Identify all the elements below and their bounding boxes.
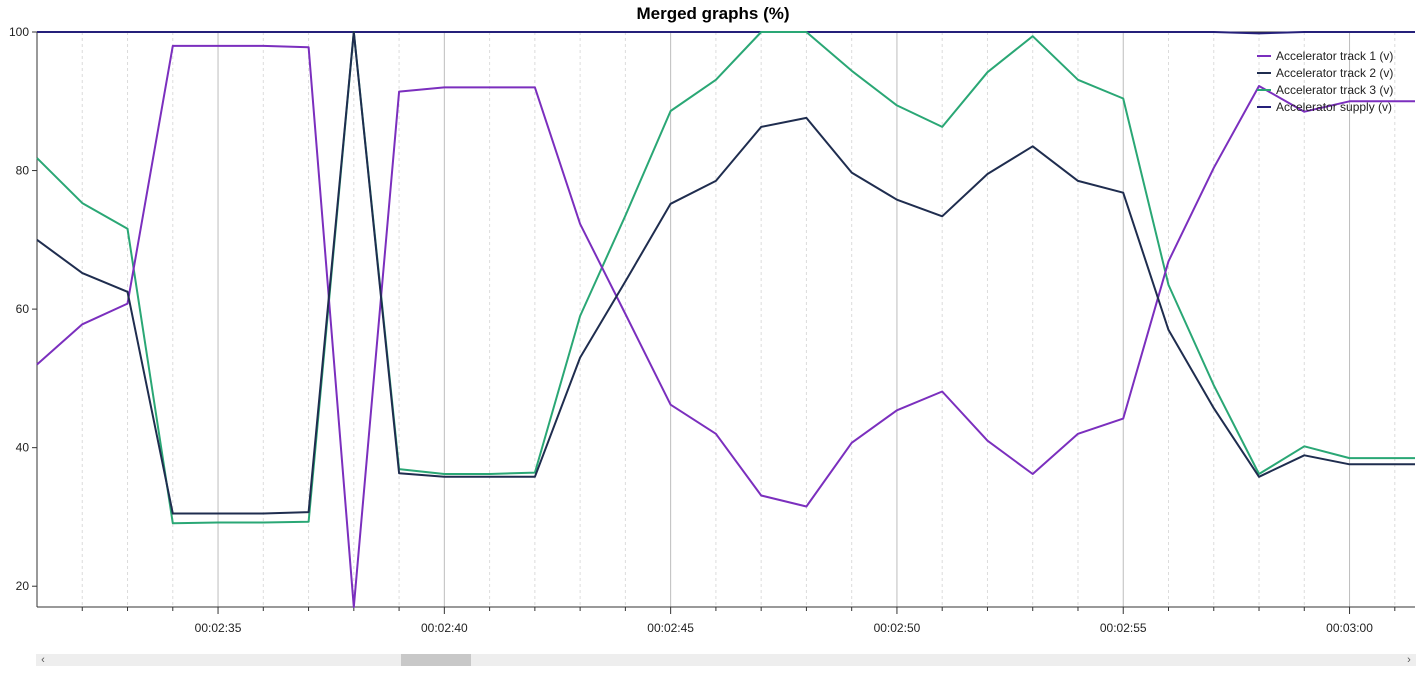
x-tick-label: 00:02:50 [874,621,921,635]
x-tick-label: 00:02:35 [195,621,242,635]
legend-label: Accelerator track 2 (v) [1276,66,1393,80]
x-tick-label: 00:03:00 [1326,621,1373,635]
y-tick-label: 40 [16,441,30,455]
chart-title: Merged graphs (%) [636,4,790,23]
horizontal-scrollbar[interactable]: ‹ › [36,654,1416,666]
x-tick-label: 00:02:55 [1100,621,1147,635]
series-line-3 [36,31,1415,525]
legend-label: Accelerator track 1 (v) [1276,49,1393,63]
y-tick-label: 100 [9,25,29,39]
y-tick-label: 20 [16,579,30,593]
scroll-thumb[interactable] [401,654,471,666]
series-line-1 [36,44,1415,608]
legend-label: Accelerator supply (v) [1276,100,1392,114]
series-line-2 [36,31,1415,515]
series-line-4 [37,31,1415,35]
scroll-right-arrow-icon[interactable]: › [1407,654,1411,666]
scroll-left-arrow-icon[interactable]: ‹ [41,654,45,666]
legend-label: Accelerator track 3 (v) [1276,83,1393,97]
y-tick-label: 60 [16,302,30,316]
x-tick-label: 00:02:45 [647,621,694,635]
y-tick-label: 80 [16,164,30,178]
x-tick-label: 00:02:40 [421,621,468,635]
